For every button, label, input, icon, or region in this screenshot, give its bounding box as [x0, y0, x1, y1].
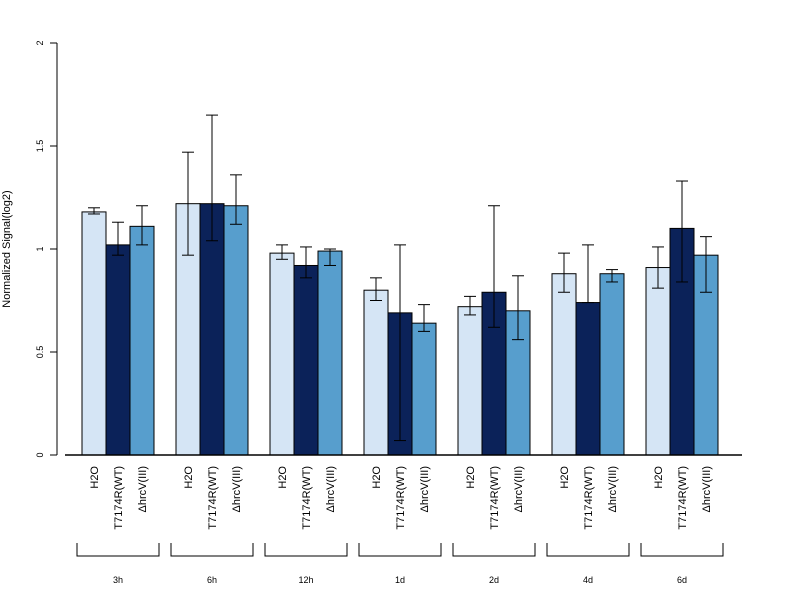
group-label: 3h: [113, 575, 123, 585]
category-label: T7174R(WT): [677, 466, 689, 530]
group-bracket: [76, 543, 160, 557]
category-labels: H2O T7174R(WT) ΔhrcV(III) H2O T7174R(WT) Δhrc…: [89, 466, 713, 530]
category-label: ΔhrcV(III): [231, 466, 243, 512]
group-label: 12h: [298, 575, 313, 585]
category-label: T7174R(WT): [583, 466, 595, 530]
y-tick-label: 0: [35, 452, 45, 457]
group-bracket: [358, 543, 442, 557]
category-label: H2O: [371, 466, 383, 489]
bar: [317, 250, 343, 456]
group-bracket: [170, 543, 254, 557]
group-bracket: [264, 543, 348, 557]
y-axis: 0 0.5 1 1.5 2: [35, 40, 58, 458]
y-tick-label: 2: [35, 40, 45, 45]
category-label: ΔhrcV(III): [137, 466, 149, 512]
category-label: ΔhrcV(III): [701, 466, 713, 512]
bar: [457, 306, 483, 456]
bar: [269, 252, 295, 456]
group-brackets: 3h 6h 12h 1d 2d 4d 6d: [76, 543, 724, 585]
bar: [129, 225, 155, 456]
category-label: H2O: [183, 466, 195, 489]
category-label: H2O: [559, 466, 571, 489]
category-label: T7174R(WT): [301, 466, 313, 530]
bar: [81, 211, 107, 456]
bar: [645, 267, 671, 456]
group-bracket: [640, 543, 724, 557]
bar: [599, 273, 625, 456]
category-label: H2O: [465, 466, 477, 489]
bar: [223, 205, 249, 456]
bar: [411, 322, 437, 456]
category-label: T7174R(WT): [489, 466, 501, 530]
category-label: T7174R(WT): [113, 466, 125, 530]
group-bracket: [452, 543, 536, 557]
y-axis-title: Normalized Signal(log2): [1, 190, 13, 307]
group-label: 2d: [489, 575, 499, 585]
category-label: T7174R(WT): [207, 466, 219, 530]
category-label: T7174R(WT): [395, 466, 407, 530]
y-tick-label: 0.5: [35, 346, 45, 359]
group-bracket: [546, 543, 630, 557]
bar: [575, 302, 601, 456]
bar: [363, 289, 389, 456]
group-label: 4d: [583, 575, 593, 585]
error-bars: [88, 114, 712, 442]
category-label: ΔhrcV(III): [419, 466, 431, 512]
category-label: H2O: [653, 466, 665, 489]
bar: [293, 264, 319, 456]
category-label: ΔhrcV(III): [607, 466, 619, 512]
group-label: 6h: [207, 575, 217, 585]
bar: [105, 244, 131, 456]
y-tick-label: 1.5: [35, 140, 45, 153]
bar: [551, 273, 577, 456]
category-label: ΔhrcV(III): [325, 466, 337, 512]
category-label: H2O: [277, 466, 289, 489]
bar: [199, 203, 225, 456]
group-label: 1d: [395, 575, 405, 585]
group-label: 6d: [677, 575, 687, 585]
category-label: ΔhrcV(III): [513, 466, 525, 512]
y-tick-label: 1: [35, 246, 45, 251]
category-label: H2O: [89, 466, 101, 489]
